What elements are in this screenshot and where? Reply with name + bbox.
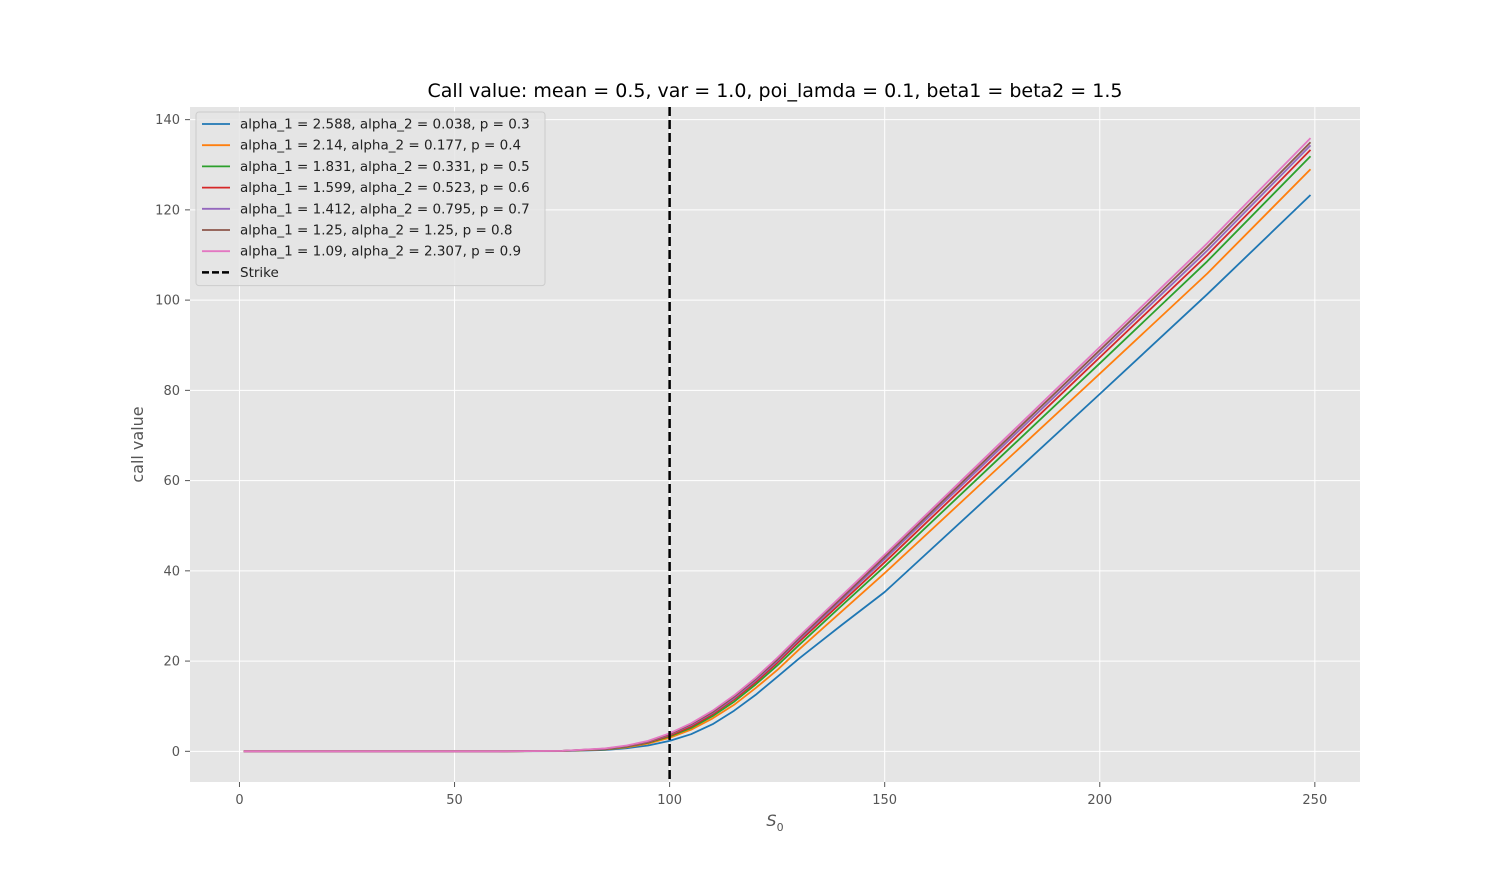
x-tick-label: 100 (657, 793, 682, 808)
x-axis-label: S0 (766, 811, 783, 834)
legend-label: alpha_1 = 2.588, alpha_2 = 0.038, p = 0.… (240, 117, 530, 133)
legend-box (195, 111, 546, 287)
legend-label: alpha_1 = 1.831, alpha_2 = 0.331, p = 0.… (240, 159, 530, 175)
y-axis: 0 20 40 60 80 100 120 140 (155, 113, 190, 760)
y-tick-label: 0 (172, 745, 180, 760)
y-tick-label: 20 (163, 655, 180, 670)
series-line (243, 137, 1312, 753)
x-tick-label: 250 (1302, 793, 1327, 808)
y-tick-label: 120 (155, 203, 180, 218)
legend-label: alpha_1 = 1.412, alpha_2 = 0.795, p = 0.… (240, 201, 530, 217)
legend-label: alpha_1 = 1.599, alpha_2 = 0.523, p = 0.… (240, 180, 530, 196)
y-tick-label: 100 (155, 294, 180, 309)
x-tick-label: 150 (872, 793, 897, 808)
x-axis-label-main: S (766, 811, 776, 830)
x-axis: 0 50 100 150 200 250 (235, 782, 1327, 808)
legend-label: Strike (240, 265, 279, 281)
legend-label: alpha_1 = 1.25, alpha_2 = 1.25, p = 0.8 (240, 223, 513, 239)
chart-title: Call value: mean = 0.5, var = 1.0, poi_l… (428, 80, 1123, 102)
legend-label: alpha_1 = 1.09, alpha_2 = 2.307, p = 0.9 (240, 244, 521, 260)
series-layer (243, 137, 1312, 753)
x-tick-label: 0 (235, 793, 243, 808)
y-axis-label: call value (128, 406, 147, 482)
x-tick-label: 50 (446, 793, 463, 808)
x-axis-label-subscript: 0 (777, 821, 784, 834)
y-tick-label: 40 (163, 564, 180, 579)
x-tick-label: 200 (1087, 793, 1112, 808)
legend-label: alpha_1 = 2.14, alpha_2 = 0.177, p = 0.4 (240, 138, 521, 154)
legend: alpha_1 = 2.588, alpha_2 = 0.038, p = 0.… (195, 111, 546, 287)
y-tick-label: 80 (163, 384, 180, 399)
y-tick-label: 140 (155, 113, 180, 128)
y-tick-label: 60 (163, 474, 180, 489)
